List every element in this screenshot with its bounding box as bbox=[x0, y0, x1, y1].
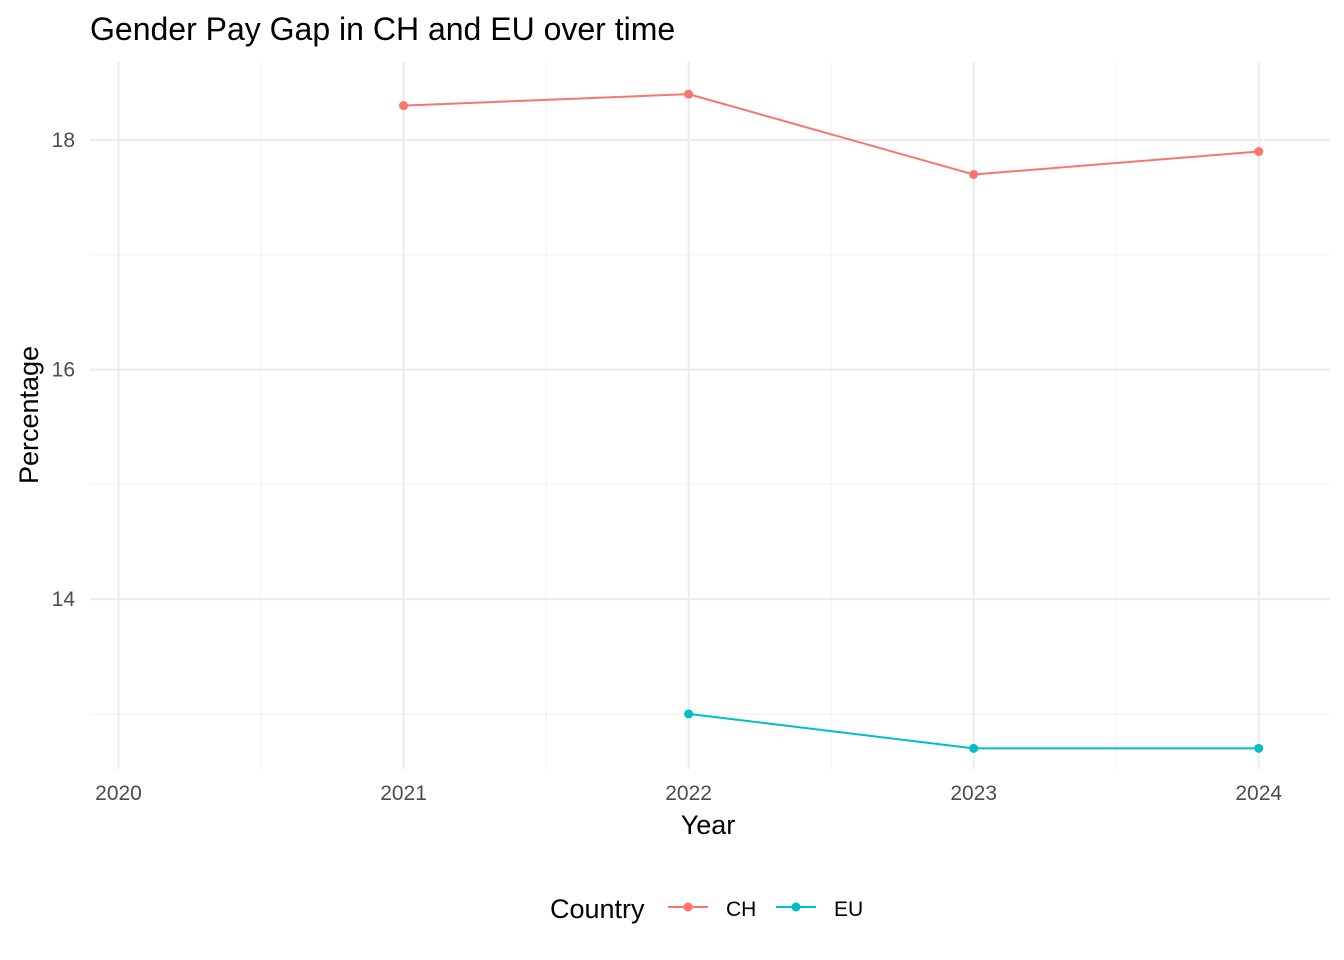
x-axis-ticks: 2020 2021 2022 2023 2024 bbox=[95, 782, 1282, 805]
data-point-eu bbox=[1254, 743, 1264, 753]
legend-label: CH bbox=[726, 898, 756, 921]
y-tick-label: 14 bbox=[52, 588, 76, 611]
x-tick-label: 2020 bbox=[95, 782, 142, 805]
chart-title: Gender Pay Gap in CH and EU over time bbox=[90, 11, 675, 47]
legend-item-eu: EU bbox=[776, 898, 863, 921]
x-tick-label: 2023 bbox=[950, 782, 997, 805]
series-layer bbox=[399, 89, 1264, 753]
data-point-ch bbox=[1254, 147, 1264, 157]
y-tick-label: 18 bbox=[52, 129, 75, 152]
x-axis-title: Year bbox=[681, 810, 736, 840]
legend-key-point bbox=[683, 902, 693, 912]
data-point-ch bbox=[969, 169, 979, 179]
legend-title: Country bbox=[550, 894, 645, 924]
legend-label: EU bbox=[834, 898, 863, 921]
legend: Country CH EU bbox=[550, 894, 863, 924]
series-eu bbox=[684, 709, 1264, 753]
data-point-ch bbox=[399, 101, 409, 111]
legend-key-point bbox=[791, 902, 801, 912]
legend-item-ch: CH bbox=[668, 898, 756, 921]
data-point-ch bbox=[684, 89, 694, 99]
data-point-eu bbox=[684, 709, 694, 719]
x-tick-label: 2022 bbox=[665, 782, 712, 805]
y-tick-label: 16 bbox=[52, 359, 75, 382]
series-ch bbox=[399, 89, 1264, 179]
y-axis-ticks: 14 16 18 bbox=[52, 129, 76, 611]
series-line-ch bbox=[403, 93, 1259, 176]
data-point-eu bbox=[969, 743, 979, 753]
y-axis-title: Percentage bbox=[14, 346, 44, 484]
x-tick-label: 2024 bbox=[1235, 782, 1282, 805]
x-tick-label: 2021 bbox=[380, 782, 427, 805]
grid bbox=[90, 62, 1330, 769]
